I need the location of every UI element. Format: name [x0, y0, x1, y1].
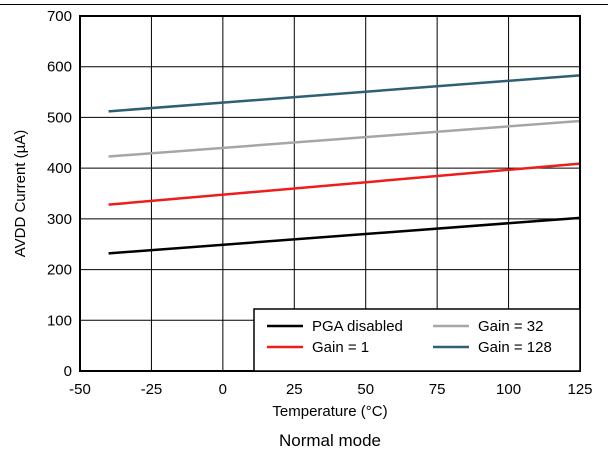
- series-line-3: [108, 119, 581, 158]
- y-tick-label: 100: [47, 312, 72, 329]
- chart-caption: Normal mode: [279, 431, 381, 450]
- series-line-4: [108, 74, 581, 113]
- y-tick-label: 700: [47, 8, 72, 25]
- x-tick-label: 100: [496, 381, 521, 398]
- x-tick-label: 50: [357, 381, 374, 398]
- grid-lines: [80, 16, 580, 371]
- y-tick-label: 400: [47, 160, 72, 177]
- y-axis-title: AVDD Current (µA): [12, 130, 29, 258]
- legend: PGA disabled Gain = 1 Gain = 32 Gain = 128: [253, 308, 581, 372]
- x-tick-label: -25: [141, 381, 163, 398]
- x-axis-title: Temperature (°C): [272, 403, 387, 420]
- y-tick-labels: 0 100 200 300 400 500 600 700: [47, 8, 72, 380]
- top-rule: [0, 4, 608, 5]
- y-tick-label: 0: [64, 363, 72, 380]
- x-tick-labels: -50 -25 0 25 50 75 100 125: [69, 381, 592, 398]
- y-tick-label: 300: [47, 211, 72, 228]
- legend-label: PGA disabled: [312, 318, 403, 335]
- series-lines: [108, 74, 581, 255]
- x-tick-label: 125: [567, 381, 592, 398]
- x-tick-label: 75: [429, 381, 446, 398]
- x-tick-label: 0: [219, 381, 227, 398]
- y-tick-label: 200: [47, 262, 72, 279]
- legend-label: Gain = 32: [478, 318, 543, 335]
- x-tick-label: -50: [69, 381, 91, 398]
- legend-label: Gain = 128: [478, 339, 552, 356]
- y-tick-label: 600: [47, 59, 72, 76]
- series-line-1: [108, 216, 581, 255]
- x-tick-label: 25: [286, 381, 303, 398]
- y-tick-label: 500: [47, 109, 72, 126]
- legend-box: [253, 308, 581, 372]
- legend-label: Gain = 1: [312, 339, 369, 356]
- series-line-2: [108, 162, 581, 206]
